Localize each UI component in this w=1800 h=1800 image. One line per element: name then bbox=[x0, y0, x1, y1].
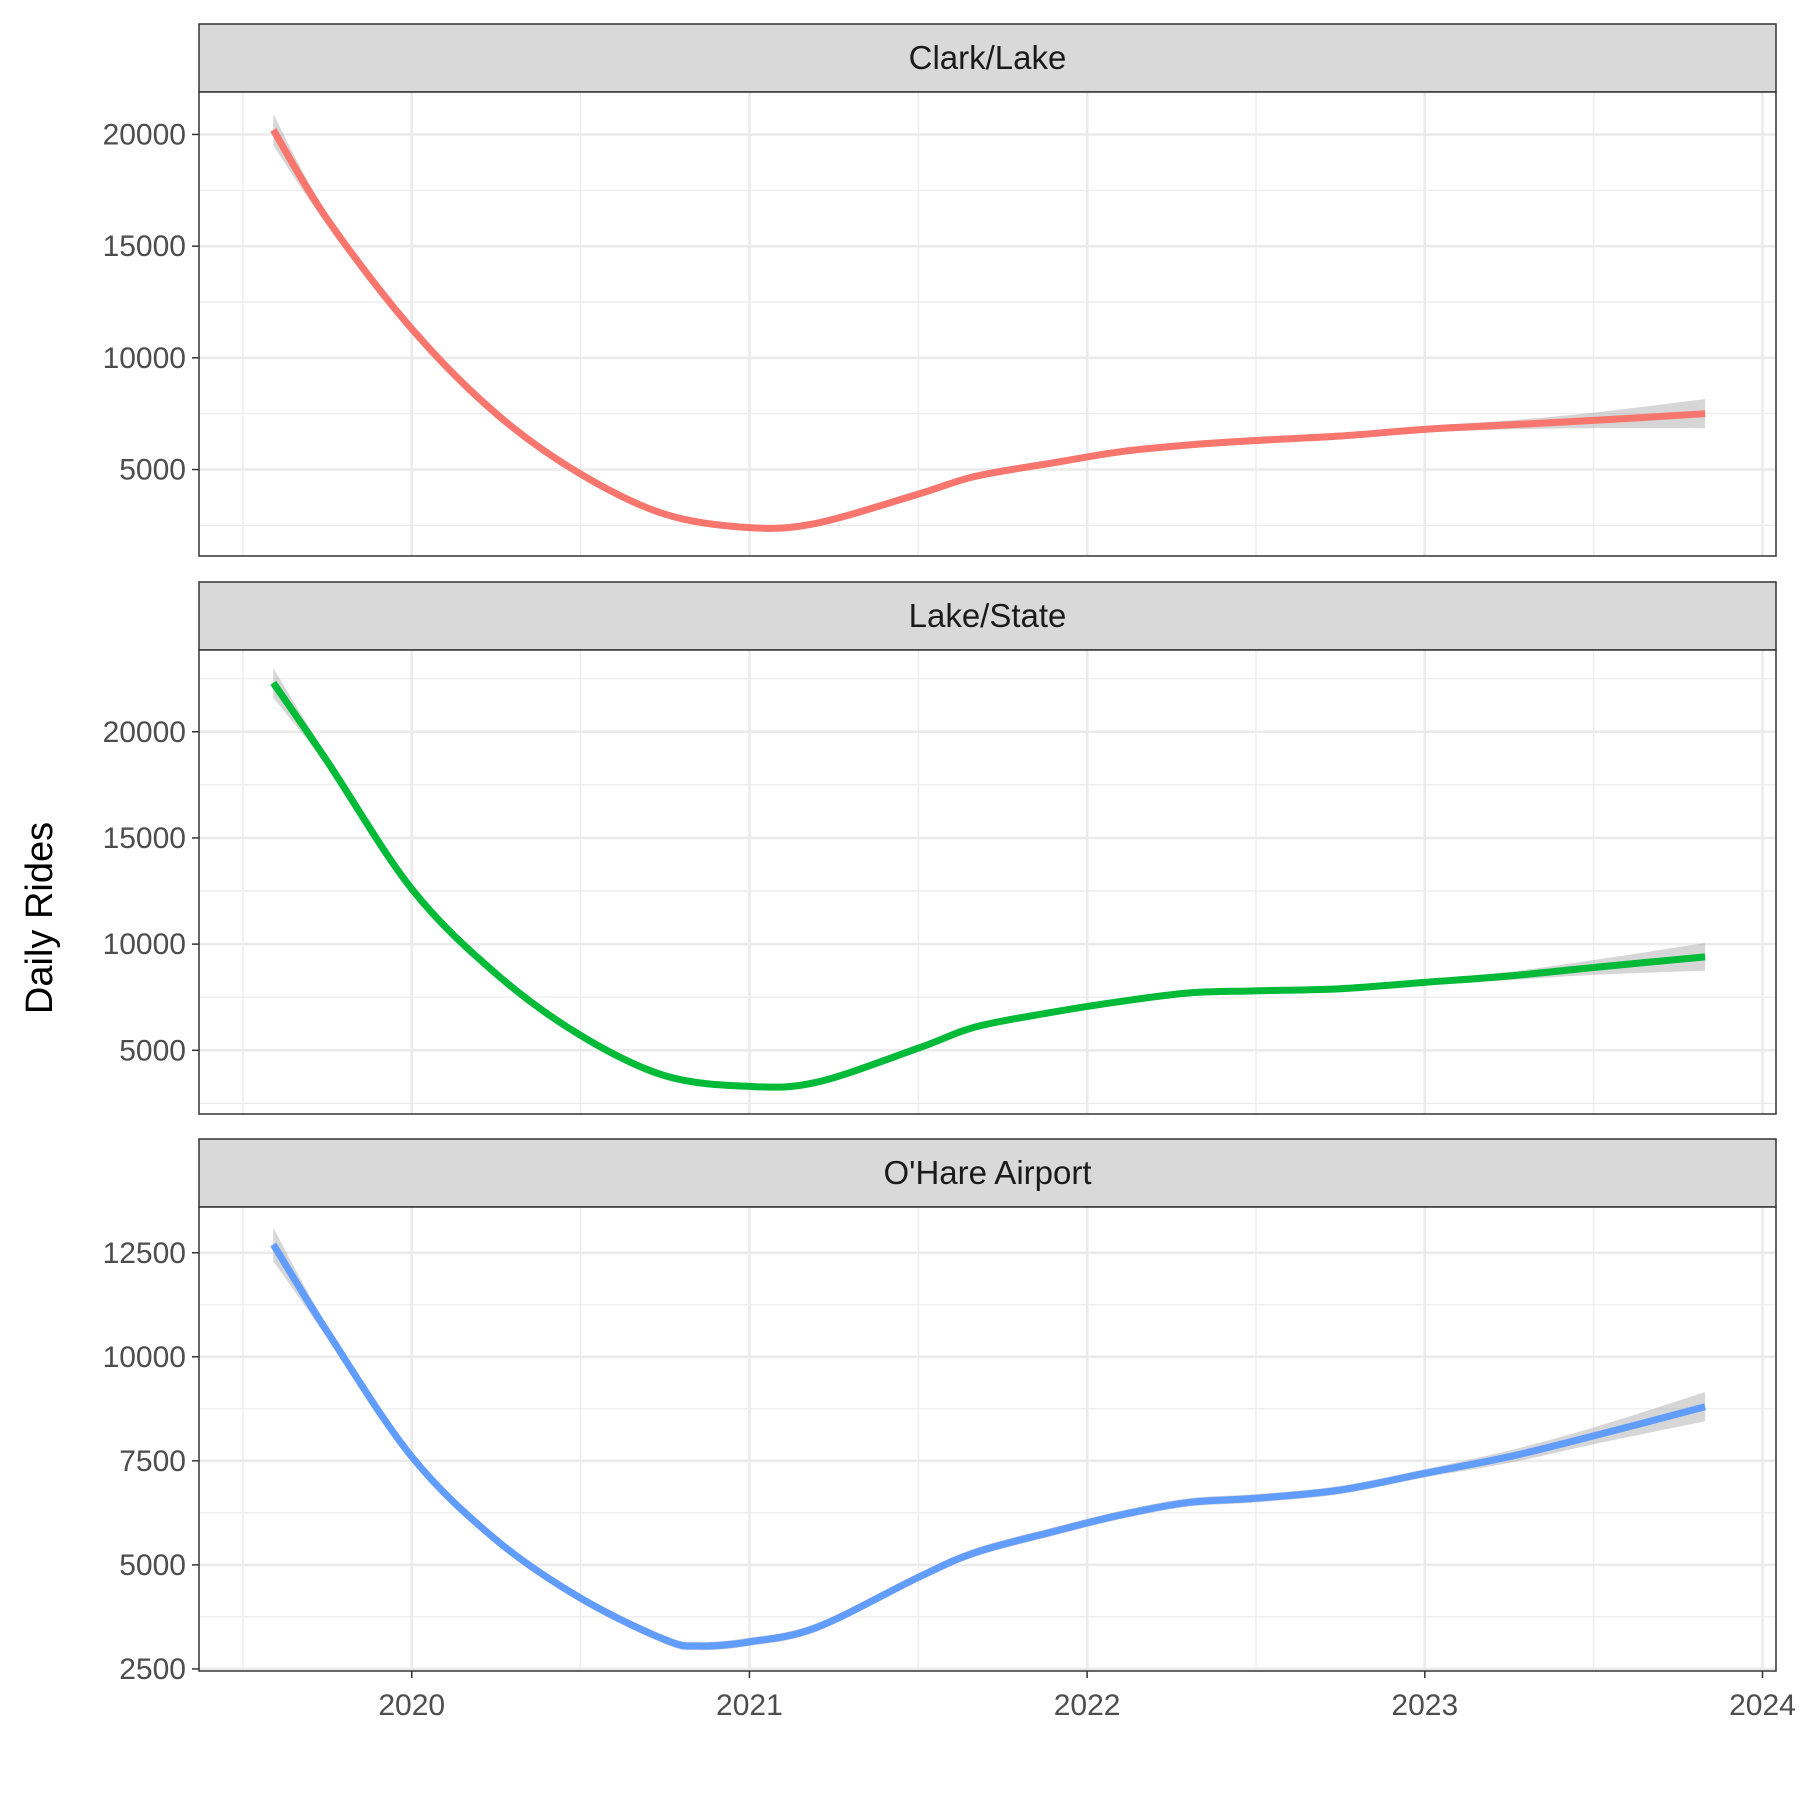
panel-clark-lake: Clark/Lake 5000 10000 15000 20000 bbox=[103, 23, 1777, 557]
series-clark-lake bbox=[270, 114, 1706, 532]
series-line bbox=[270, 128, 1706, 532]
panel-border bbox=[198, 1206, 1777, 1672]
facet-strip bbox=[198, 23, 1777, 93]
facet-panels: Clark/Lake 5000 10000 15000 20000 Lake/State 5… bbox=[103, 23, 1777, 1686]
gridlines bbox=[199, 92, 1776, 556]
x-tick-label: 2023 bbox=[1391, 1689, 1458, 1722]
facet-strip-label: O'Hare Airport bbox=[883, 1154, 1091, 1191]
x-tick-label: 2024 bbox=[1729, 1689, 1796, 1722]
x-tick-label: 2021 bbox=[716, 1689, 783, 1722]
panel-border bbox=[198, 91, 1777, 557]
series-lake-state bbox=[270, 668, 1706, 1091]
y-tick-label: 20000 bbox=[103, 716, 186, 749]
y-tick-label: 12500 bbox=[103, 1237, 186, 1270]
facet-strip-label: Lake/State bbox=[909, 597, 1067, 634]
panel-lake-state: Lake/State 5000 10000 15000 20000 bbox=[103, 581, 1777, 1115]
facet-strip bbox=[198, 1138, 1777, 1208]
panel-border bbox=[198, 649, 1777, 1115]
panel-background bbox=[199, 650, 1776, 1114]
y-tick-label: 5000 bbox=[119, 1034, 186, 1067]
series-o-hare-airport bbox=[270, 1227, 1706, 1651]
y-tick-label: 5000 bbox=[119, 1549, 186, 1582]
gridlines bbox=[199, 650, 1776, 1114]
x-tick-label: 2022 bbox=[1054, 1689, 1121, 1722]
y-tick-label: 7500 bbox=[119, 1445, 186, 1478]
series-line bbox=[270, 680, 1706, 1091]
y-tick-label: 10000 bbox=[103, 928, 186, 961]
y-tick-label: 10000 bbox=[103, 1341, 186, 1374]
y-tick-label: 10000 bbox=[103, 342, 186, 375]
y-tick-label: 5000 bbox=[119, 454, 186, 487]
facet-strip bbox=[198, 581, 1777, 651]
panel-background bbox=[199, 1207, 1776, 1671]
x-tick-label: 2020 bbox=[378, 1689, 445, 1722]
panel-background bbox=[199, 92, 1776, 556]
y-tick-label: 15000 bbox=[103, 230, 186, 263]
y-tick-label: 20000 bbox=[103, 118, 186, 151]
series-line bbox=[270, 1242, 1706, 1650]
y-tick-label: 15000 bbox=[103, 822, 186, 855]
x-axis: 2020 2021 2022 2023 2024 bbox=[378, 1671, 1796, 1722]
facet-strip-label: Clark/Lake bbox=[909, 39, 1067, 76]
gridlines bbox=[199, 1207, 1776, 1671]
y-axis-title: Daily Rides bbox=[19, 822, 61, 1014]
panel-o-hare-airport: O'Hare Airport 2500 5000 7500 10000 12500 bbox=[103, 1138, 1777, 1686]
y-tick-label: 2500 bbox=[119, 1653, 186, 1686]
